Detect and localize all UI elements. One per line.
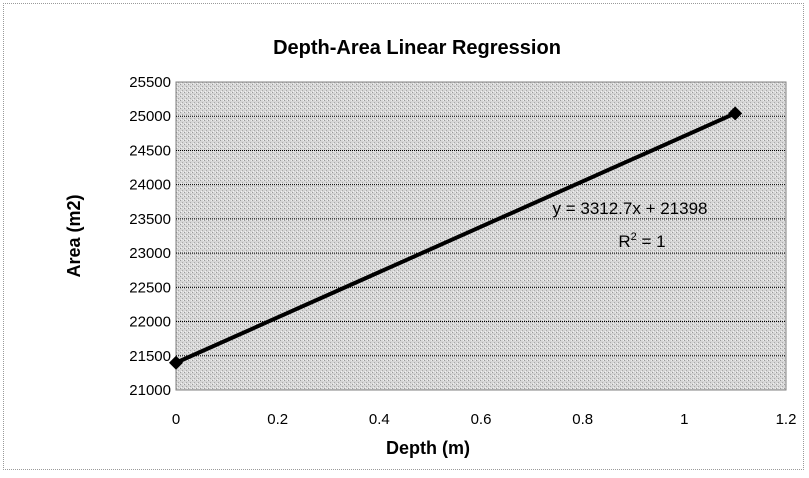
trendline-equation: y = 3312.7x + 21398 <box>552 199 707 218</box>
data-point <box>169 355 183 370</box>
x-tick-label: 0.8 <box>572 411 593 428</box>
chart-title: Depth-Area Linear Regression <box>273 37 561 59</box>
y-tick-label: 21500 <box>129 348 171 365</box>
y-tick-label: 25500 <box>129 74 171 91</box>
x-tick-label: 0.2 <box>267 411 288 428</box>
y-tick-label: 25000 <box>129 108 171 125</box>
y-axis-ticks: 21000 21500 22000 22500 23000 23500 24000 24500… <box>129 74 171 399</box>
y-axis-title: Area (m2) <box>64 194 84 277</box>
plot-area <box>175 81 787 391</box>
y-tick-label: 22000 <box>129 314 171 331</box>
y-tick-label: 22500 <box>129 279 171 296</box>
r-squared-label: R2 = 1 <box>618 231 665 251</box>
y-tick-label: 23000 <box>129 245 171 262</box>
x-axis-title: Depth (m) <box>386 438 470 458</box>
r-squared-exponent: 2 <box>631 231 637 243</box>
r-squared-prefix: R <box>618 232 630 251</box>
trendline <box>175 111 736 365</box>
x-tick-label: 0.6 <box>471 411 492 428</box>
trendline-group <box>175 111 736 365</box>
x-tick-label: 0 <box>172 411 180 428</box>
y-tick-label: 24000 <box>129 177 171 194</box>
data-points <box>169 106 743 370</box>
r-squared-suffix: = 1 <box>637 232 666 251</box>
x-axis-ticks: 0 0.2 0.4 0.6 0.8 1 1.2 <box>172 411 797 428</box>
data-point <box>728 106 743 121</box>
gridlines <box>176 115 786 357</box>
y-tick-label: 24500 <box>129 142 171 159</box>
x-tick-label: 1.2 <box>776 411 797 428</box>
x-tick-label: 0.4 <box>369 411 390 428</box>
x-tick-label: 1 <box>680 411 688 428</box>
y-tick-label: 23500 <box>129 211 171 228</box>
y-tick-label: 21000 <box>129 382 171 399</box>
